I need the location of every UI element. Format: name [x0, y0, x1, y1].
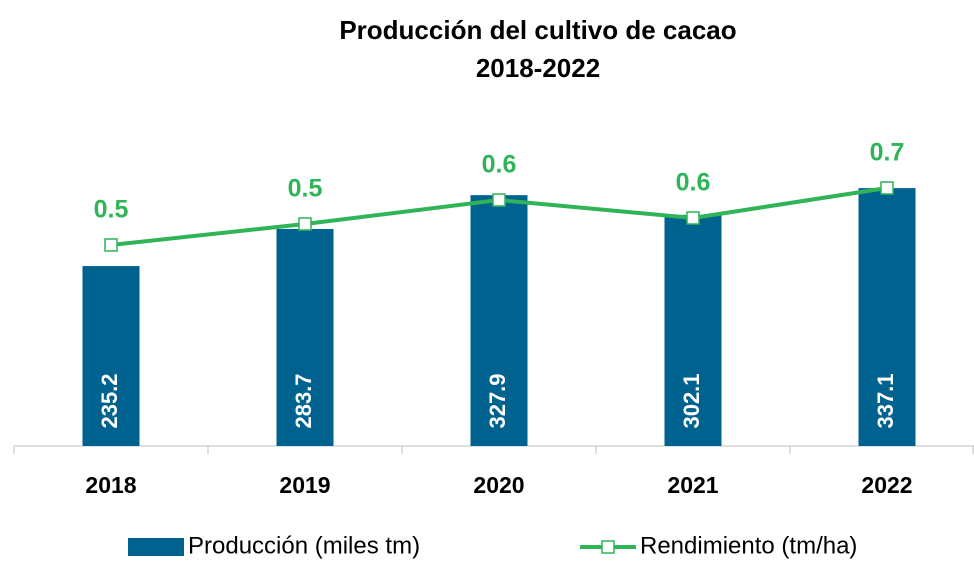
x-tick-label: 2022 [861, 472, 912, 498]
x-tick-label: 2020 [473, 472, 524, 498]
bar [82, 266, 140, 446]
bar-value-label: 327.9 [485, 373, 510, 428]
bar-value-label: 337.1 [873, 373, 898, 428]
line-value-label: 0.5 [94, 196, 129, 224]
x-tick-label: 2018 [85, 472, 136, 498]
legend-label: Producción (miles tm) [188, 532, 420, 559]
x-tick-label: 2021 [667, 472, 718, 498]
line-marker [492, 193, 506, 207]
chart-subtitle: 2018-2022 [476, 53, 600, 83]
line-value-label: 0.7 [870, 139, 905, 167]
bar [276, 228, 334, 446]
bar-value-label: 235.2 [97, 373, 122, 428]
line-value-label: 0.6 [676, 169, 711, 197]
line-value-label: 0.5 [288, 175, 323, 203]
bar [664, 214, 722, 446]
legend-swatch [128, 538, 184, 556]
bar-value-label: 283.7 [291, 373, 316, 428]
line-marker [104, 238, 118, 252]
legend-label: Rendimiento (tm/ha) [640, 532, 857, 559]
line-marker [880, 181, 894, 195]
line-marker [686, 211, 700, 225]
bar-value-label: 302.1 [679, 373, 704, 428]
chart-title: Producción del cultivo de cacao [339, 15, 736, 45]
line-marker [298, 217, 312, 231]
legend-swatch [601, 540, 615, 554]
line-value-label: 0.6 [482, 151, 517, 179]
bar [858, 188, 916, 446]
bar [470, 195, 528, 446]
x-tick-label: 2019 [279, 472, 330, 498]
